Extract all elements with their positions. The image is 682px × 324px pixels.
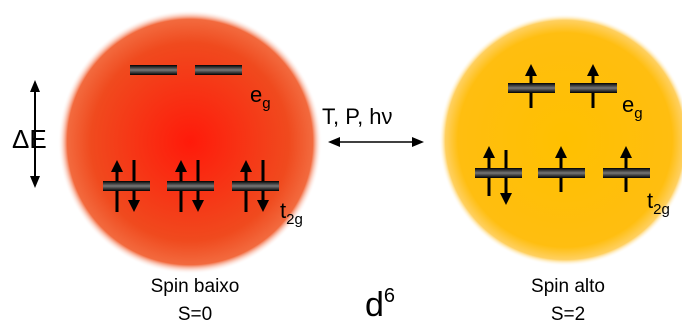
low-spin-s: S=0	[178, 304, 212, 324]
orbital-level	[538, 168, 585, 178]
superscript: 6	[384, 285, 395, 307]
orbital-level	[195, 65, 242, 75]
arrow-head	[30, 176, 40, 188]
subscript: 2g	[653, 201, 670, 218]
arrow-head	[412, 137, 424, 147]
orbital-level	[232, 181, 279, 191]
high-spin-s: S=2	[551, 304, 585, 324]
arrow-head	[30, 80, 40, 92]
orbital-level	[475, 168, 522, 178]
orbital-level	[603, 168, 650, 178]
high-spin-label: Spin alto	[531, 276, 605, 297]
orbital-level	[130, 65, 177, 75]
stimuli: T, P, hν	[322, 104, 393, 129]
subscript: g	[262, 95, 270, 112]
diagram: ΔE T, P, hν eg t2g eg t2g Spin baixo S=0…	[0, 0, 682, 324]
orbital-level	[167, 181, 214, 191]
low-spin-label: Spin baixo	[151, 276, 240, 297]
configuration: d6	[365, 285, 395, 324]
symbol: d	[365, 286, 384, 324]
orbital-level	[508, 83, 555, 93]
orbital-level	[570, 83, 617, 93]
low-spin-sphere	[58, 10, 322, 274]
orbital-level	[103, 181, 150, 191]
delta-e: ΔE	[12, 124, 47, 154]
symbol: e	[250, 82, 262, 107]
subscript: g	[634, 105, 642, 122]
high-spin-sphere	[439, 14, 682, 266]
subscript: 2g	[286, 211, 303, 228]
arrow-head	[328, 137, 340, 147]
symbol: e	[622, 92, 634, 117]
